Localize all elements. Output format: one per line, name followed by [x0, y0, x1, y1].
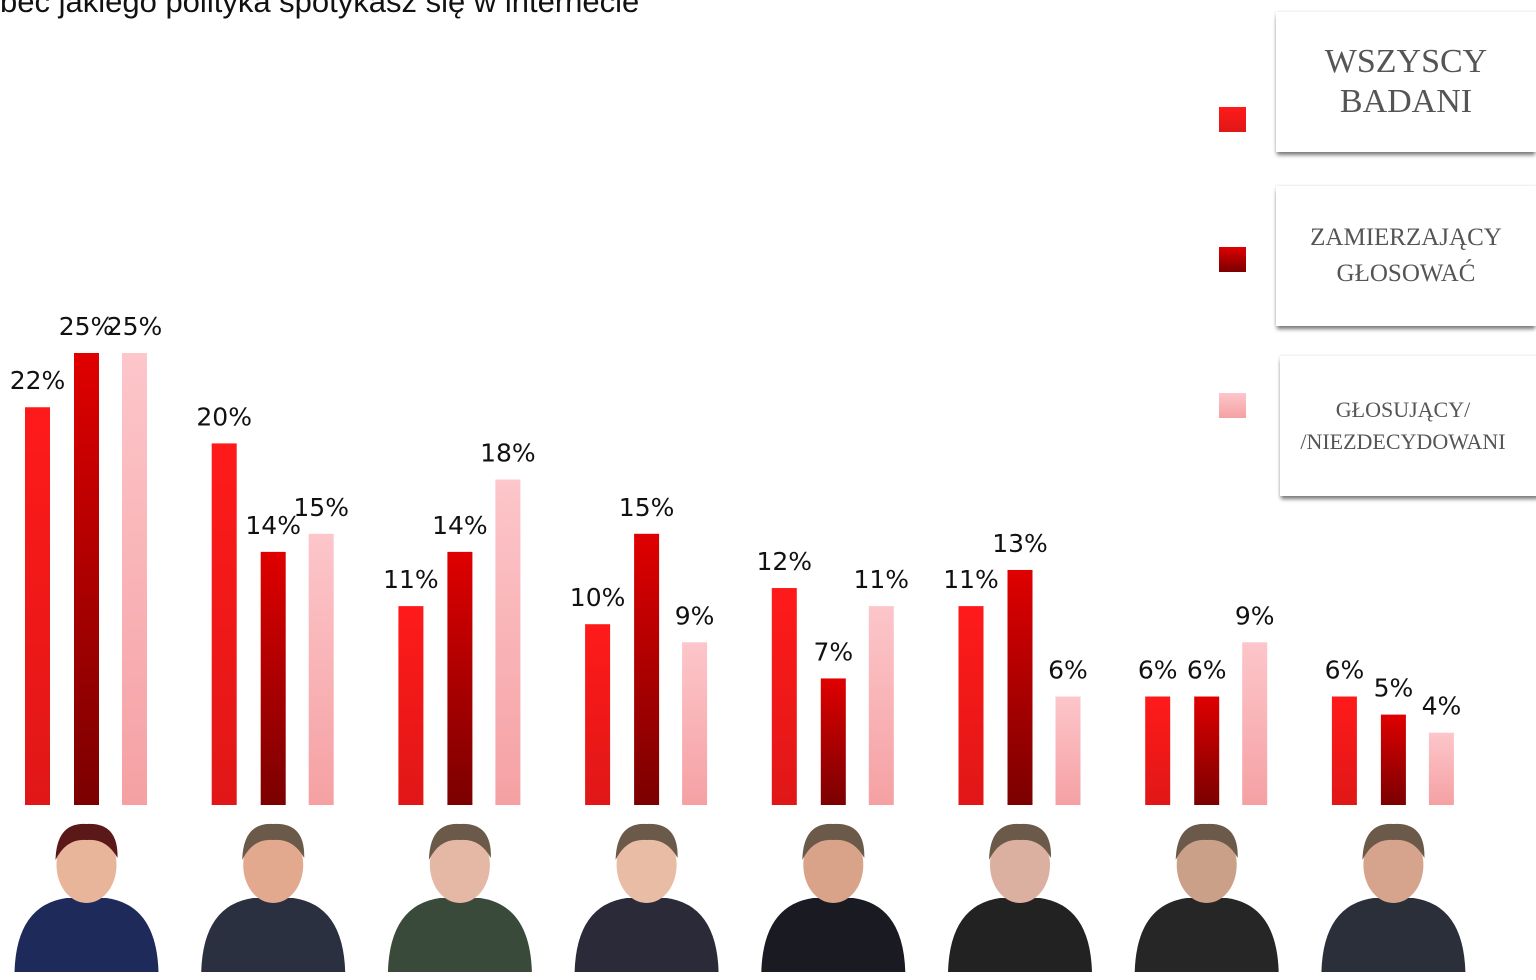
bar [959, 606, 984, 805]
bar [447, 552, 472, 805]
bar [869, 606, 894, 805]
bar [634, 534, 659, 805]
photo-body [575, 898, 719, 972]
bar [682, 642, 707, 805]
photos [15, 824, 1466, 972]
legend-swatch [1219, 393, 1246, 418]
photo-body [948, 898, 1092, 972]
bar [25, 407, 50, 805]
bar [1242, 642, 1267, 805]
data-label: 20% [196, 402, 252, 431]
bar [1381, 715, 1406, 805]
data-label: 11% [943, 565, 999, 594]
legend-swatch [1219, 107, 1246, 132]
photo-body [761, 898, 905, 972]
legend-swatch [1219, 247, 1246, 272]
data-label: 6% [1048, 656, 1088, 685]
data-label: 9% [675, 601, 715, 630]
bar [122, 353, 147, 805]
data-label: 6% [1187, 656, 1227, 685]
data-label: 6% [1138, 656, 1178, 685]
data-label: 10% [570, 583, 626, 612]
legend-box: GŁOSUJĄCY/ /NIEZDECYDOWANI [1280, 356, 1536, 496]
photo-body [201, 898, 345, 972]
data-label: 15% [293, 493, 349, 522]
data-label: 14% [432, 511, 488, 540]
bar [309, 534, 334, 805]
bar [261, 552, 286, 805]
legend-label: WSZYSCY BADANI [1306, 42, 1506, 122]
photo-body [1135, 898, 1279, 972]
photo-body [1321, 898, 1465, 972]
bar [1332, 697, 1357, 805]
data-label: 18% [480, 439, 536, 468]
bar [212, 443, 237, 805]
data-label: 5% [1374, 674, 1414, 703]
legend-label: ZAMIERZAJĄCY GŁOSOWAĆ [1286, 220, 1526, 292]
legend-box: WSZYSCY BADANI [1276, 12, 1536, 152]
bar [398, 606, 423, 805]
photo-body [15, 898, 159, 972]
data-label: 13% [992, 529, 1048, 558]
bar [1194, 697, 1219, 805]
bar [1145, 697, 1170, 805]
bar [1429, 733, 1454, 805]
bar [495, 480, 520, 805]
data-label: 15% [619, 493, 675, 522]
data-label: 6% [1325, 656, 1365, 685]
data-label: 11% [383, 565, 439, 594]
bar [1056, 697, 1081, 805]
legend-box: ZAMIERZAJĄCY GŁOSOWAĆ [1276, 186, 1536, 326]
data-label: 4% [1422, 692, 1462, 721]
data-label: 12% [757, 547, 813, 576]
data-label: 25% [107, 312, 163, 341]
legend-label: GŁOSUJĄCY/ /NIEZDECYDOWANI [1288, 394, 1518, 458]
data-label: 7% [813, 637, 853, 666]
page: {"chart_data": {"type": "bar", "title": … [0, 0, 1536, 980]
photo-body [388, 898, 532, 972]
bar [772, 588, 797, 805]
bar [1008, 570, 1033, 805]
bar [74, 353, 99, 805]
bar [821, 678, 846, 805]
data-label: 22% [10, 366, 66, 395]
data-label: 9% [1235, 601, 1275, 630]
bar [585, 624, 610, 805]
data-label: 11% [854, 565, 910, 594]
